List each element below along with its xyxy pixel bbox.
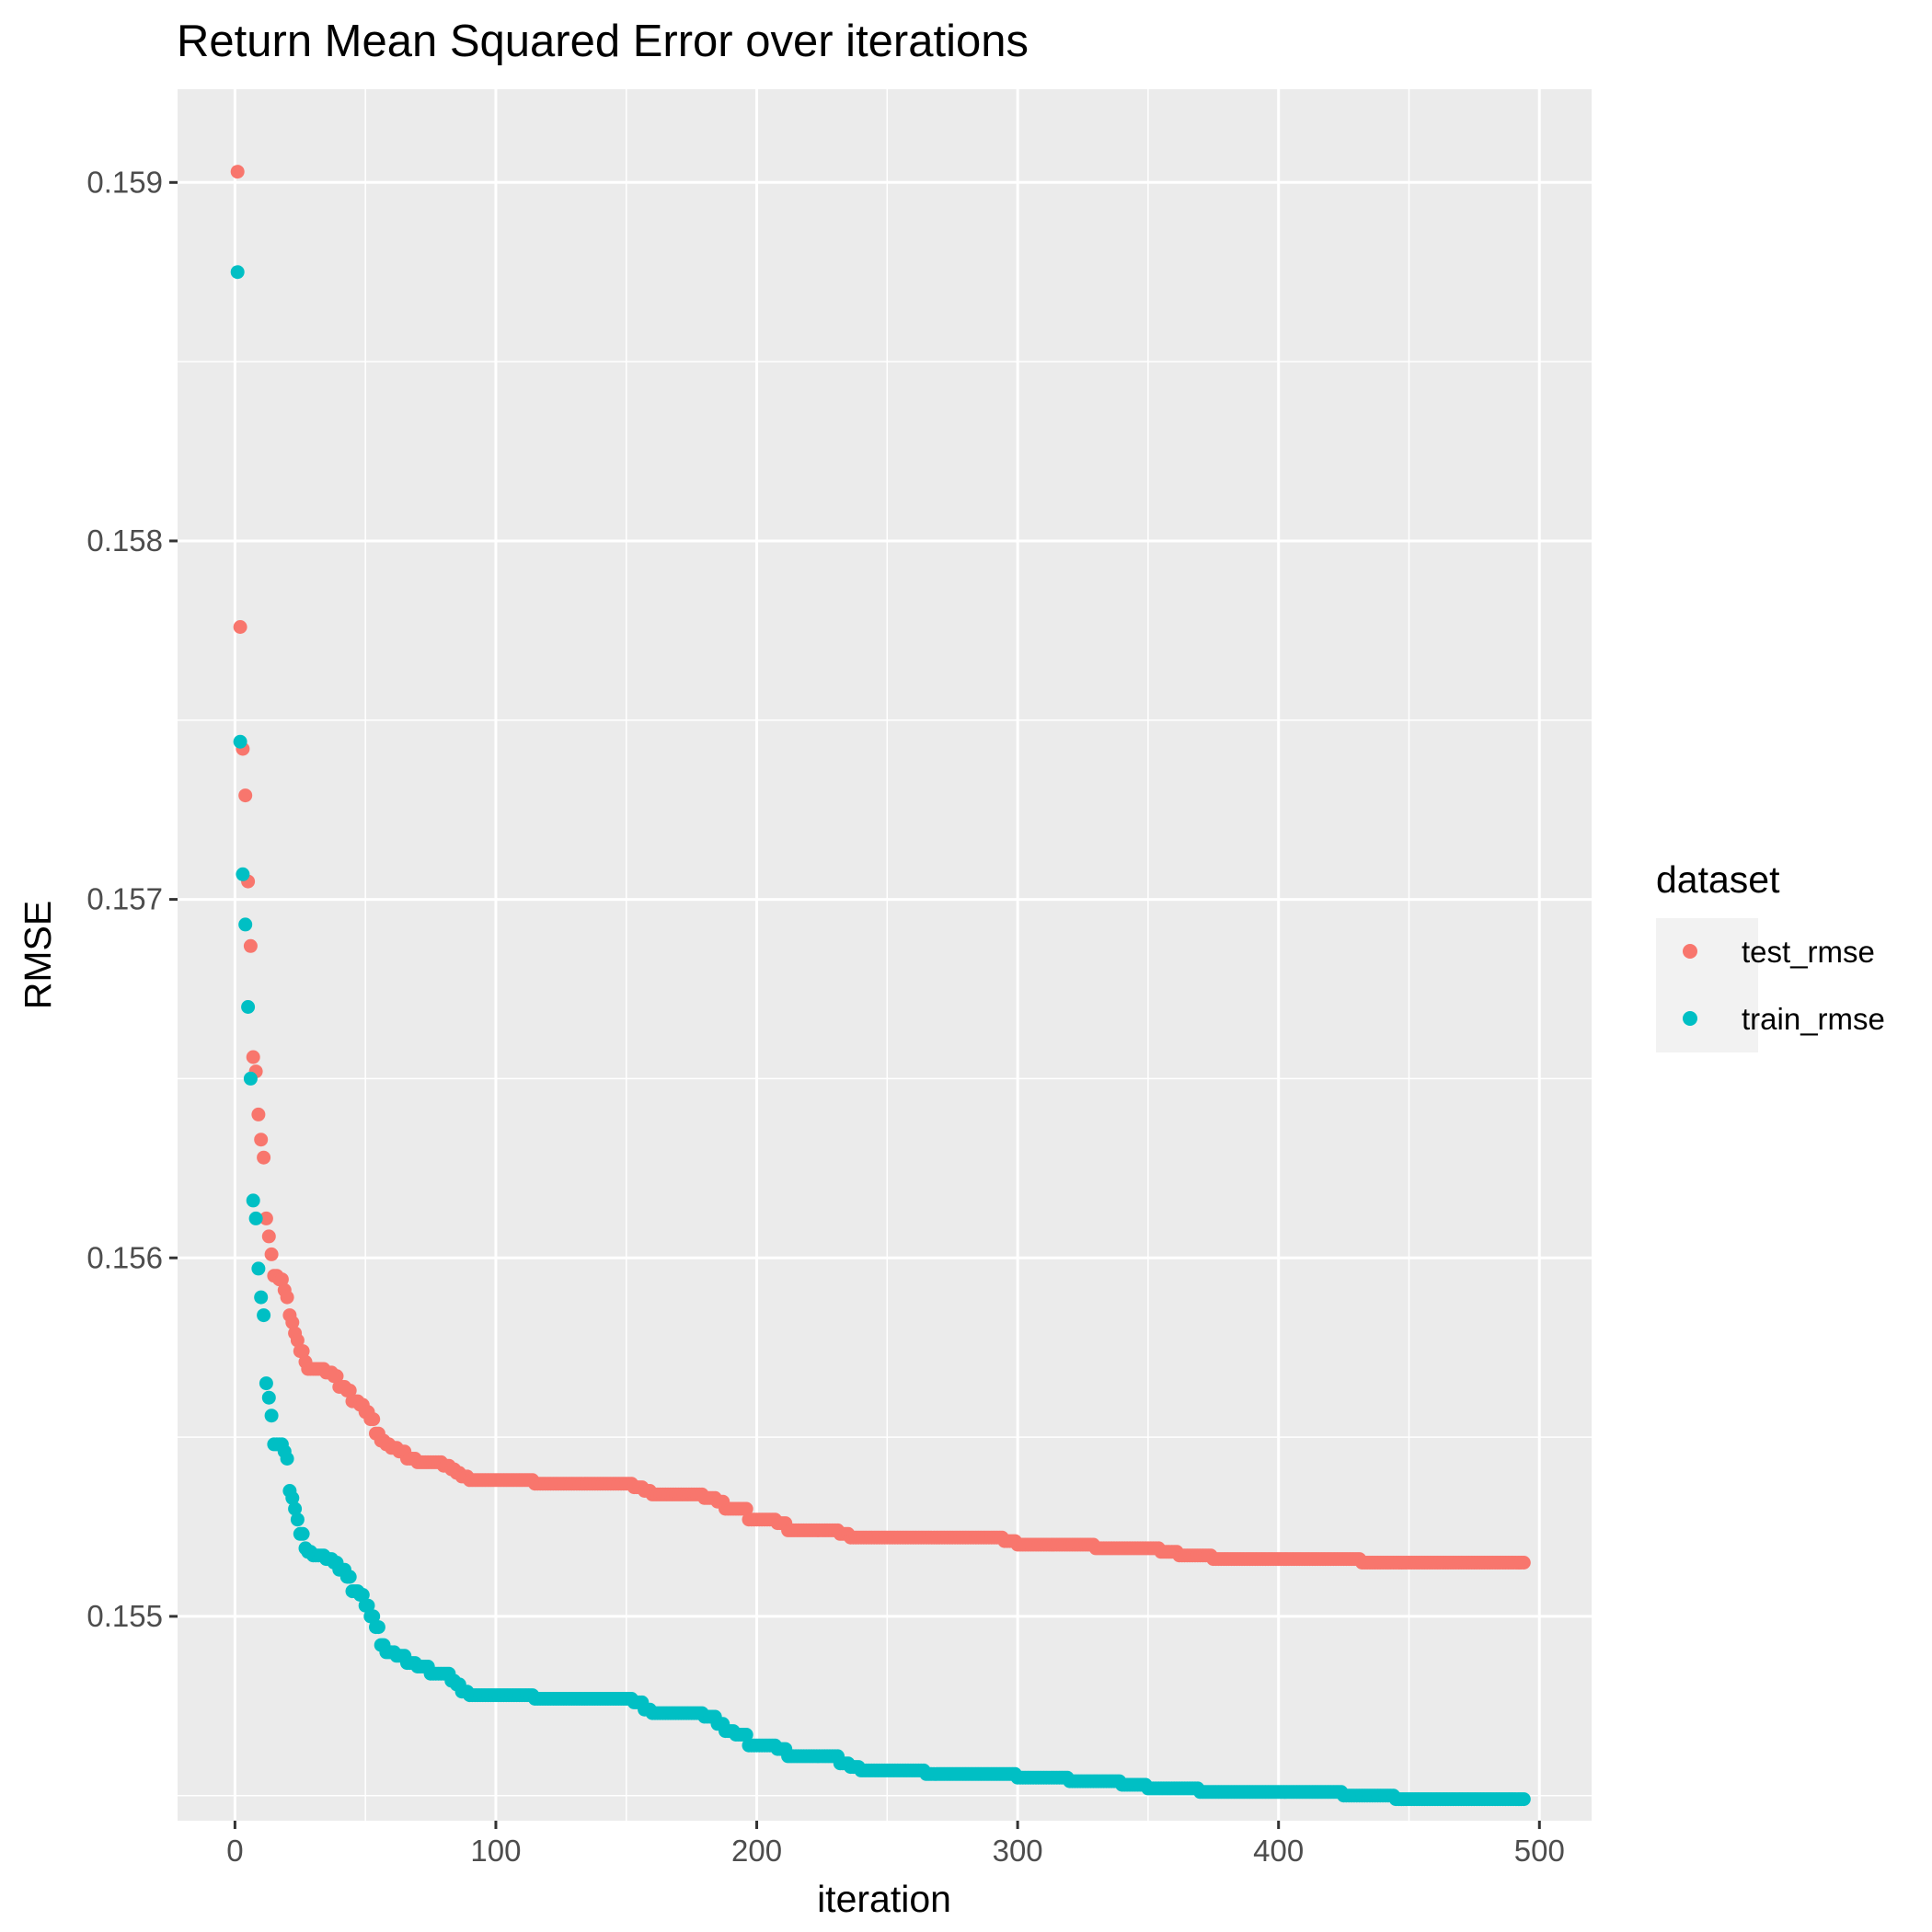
test_rmse-point bbox=[238, 788, 253, 803]
train_rmse-point bbox=[230, 265, 245, 280]
train_rmse-point bbox=[246, 1193, 260, 1208]
y-axis-title: RMSE bbox=[17, 901, 59, 1009]
test_rmse-point bbox=[254, 1133, 269, 1147]
test_rmse-point bbox=[233, 620, 247, 634]
y-tick-label: 0.159 bbox=[86, 165, 163, 199]
legend-title: dataset bbox=[1656, 858, 1780, 901]
x-tick-label: 500 bbox=[1514, 1834, 1565, 1868]
test_rmse-point bbox=[290, 1333, 305, 1348]
legend-key-background bbox=[1656, 918, 1758, 1052]
test_rmse-point bbox=[295, 1344, 310, 1359]
x-axis-title: iteration bbox=[817, 1878, 951, 1920]
train_rmse-point bbox=[251, 1261, 266, 1276]
train_rmse-point bbox=[290, 1512, 305, 1527]
test_rmse-point bbox=[251, 1107, 266, 1121]
train_rmse-point bbox=[261, 1390, 276, 1405]
train_rmse-point bbox=[236, 867, 250, 881]
data-points bbox=[230, 165, 1531, 1807]
train_rmse-point bbox=[295, 1526, 310, 1541]
series-test_rmse bbox=[230, 165, 1531, 1570]
test_rmse-point bbox=[261, 1229, 276, 1244]
test_rmse-point bbox=[274, 1272, 289, 1287]
train_rmse-point bbox=[366, 1609, 381, 1624]
test_rmse-point bbox=[230, 165, 245, 179]
legend-label-train_rmse: train_rmse bbox=[1742, 1002, 1885, 1036]
test_rmse-point bbox=[246, 1050, 260, 1064]
legend-key-test_rmse bbox=[1683, 944, 1697, 959]
major-gridlines bbox=[178, 89, 1592, 1821]
test_rmse-point bbox=[243, 938, 258, 953]
test_rmse-point bbox=[329, 1369, 344, 1384]
test_rmse-point bbox=[285, 1315, 300, 1329]
minor-gridlines bbox=[178, 89, 1592, 1821]
train_rmse-point bbox=[233, 734, 247, 749]
chart-title: Return Mean Squared Error over iteration… bbox=[177, 17, 1029, 66]
test_rmse-point bbox=[264, 1247, 279, 1261]
test_rmse-point bbox=[280, 1290, 294, 1305]
x-axis: 0 100 200 300 400 500 bbox=[226, 1821, 1565, 1868]
x-tick-label: 400 bbox=[1253, 1834, 1304, 1868]
train_rmse-point bbox=[361, 1598, 375, 1613]
legend-key-train_rmse bbox=[1683, 1011, 1697, 1026]
x-tick-label: 100 bbox=[470, 1834, 521, 1868]
train_rmse-point bbox=[254, 1290, 269, 1305]
x-tick-label: 200 bbox=[731, 1834, 782, 1868]
test_rmse-point bbox=[342, 1383, 357, 1397]
x-tick-label: 0 bbox=[226, 1834, 243, 1868]
train_rmse-point bbox=[342, 1570, 357, 1584]
test_rmse-point bbox=[259, 1211, 273, 1225]
x-tick-label: 300 bbox=[993, 1834, 1043, 1868]
train_rmse-point bbox=[241, 1000, 256, 1014]
train_rmse-point bbox=[257, 1308, 271, 1323]
train_rmse-point bbox=[285, 1490, 300, 1505]
train_rmse-point bbox=[739, 1728, 753, 1742]
train_rmse-point bbox=[288, 1501, 303, 1516]
legend-label-test_rmse: test_rmse bbox=[1742, 935, 1875, 969]
train_rmse-point bbox=[264, 1409, 279, 1423]
y-tick-label: 0.158 bbox=[86, 523, 163, 558]
train_rmse-point bbox=[371, 1620, 385, 1635]
test_rmse-point bbox=[739, 1501, 753, 1516]
train_rmse-point bbox=[248, 1211, 263, 1225]
train_rmse-point bbox=[243, 1071, 258, 1086]
series-train_rmse bbox=[230, 265, 1531, 1807]
test_rmse-point bbox=[366, 1412, 381, 1427]
y-tick-label: 0.156 bbox=[86, 1240, 163, 1274]
train_rmse-point bbox=[355, 1588, 370, 1602]
test_rmse-point bbox=[1516, 1556, 1531, 1570]
y-tick-label: 0.155 bbox=[86, 1599, 163, 1633]
train_rmse-point bbox=[238, 917, 253, 932]
y-tick-label: 0.157 bbox=[86, 882, 163, 916]
y-axis: 0.155 0.156 0.157 0.158 0.159 bbox=[86, 165, 178, 1633]
legend: dataset test_rmse train_rmse bbox=[1656, 858, 1885, 1052]
train_rmse-point bbox=[280, 1452, 294, 1466]
train_rmse-point bbox=[259, 1376, 273, 1391]
train_rmse-point bbox=[1516, 1792, 1531, 1807]
test_rmse-point bbox=[257, 1150, 271, 1165]
